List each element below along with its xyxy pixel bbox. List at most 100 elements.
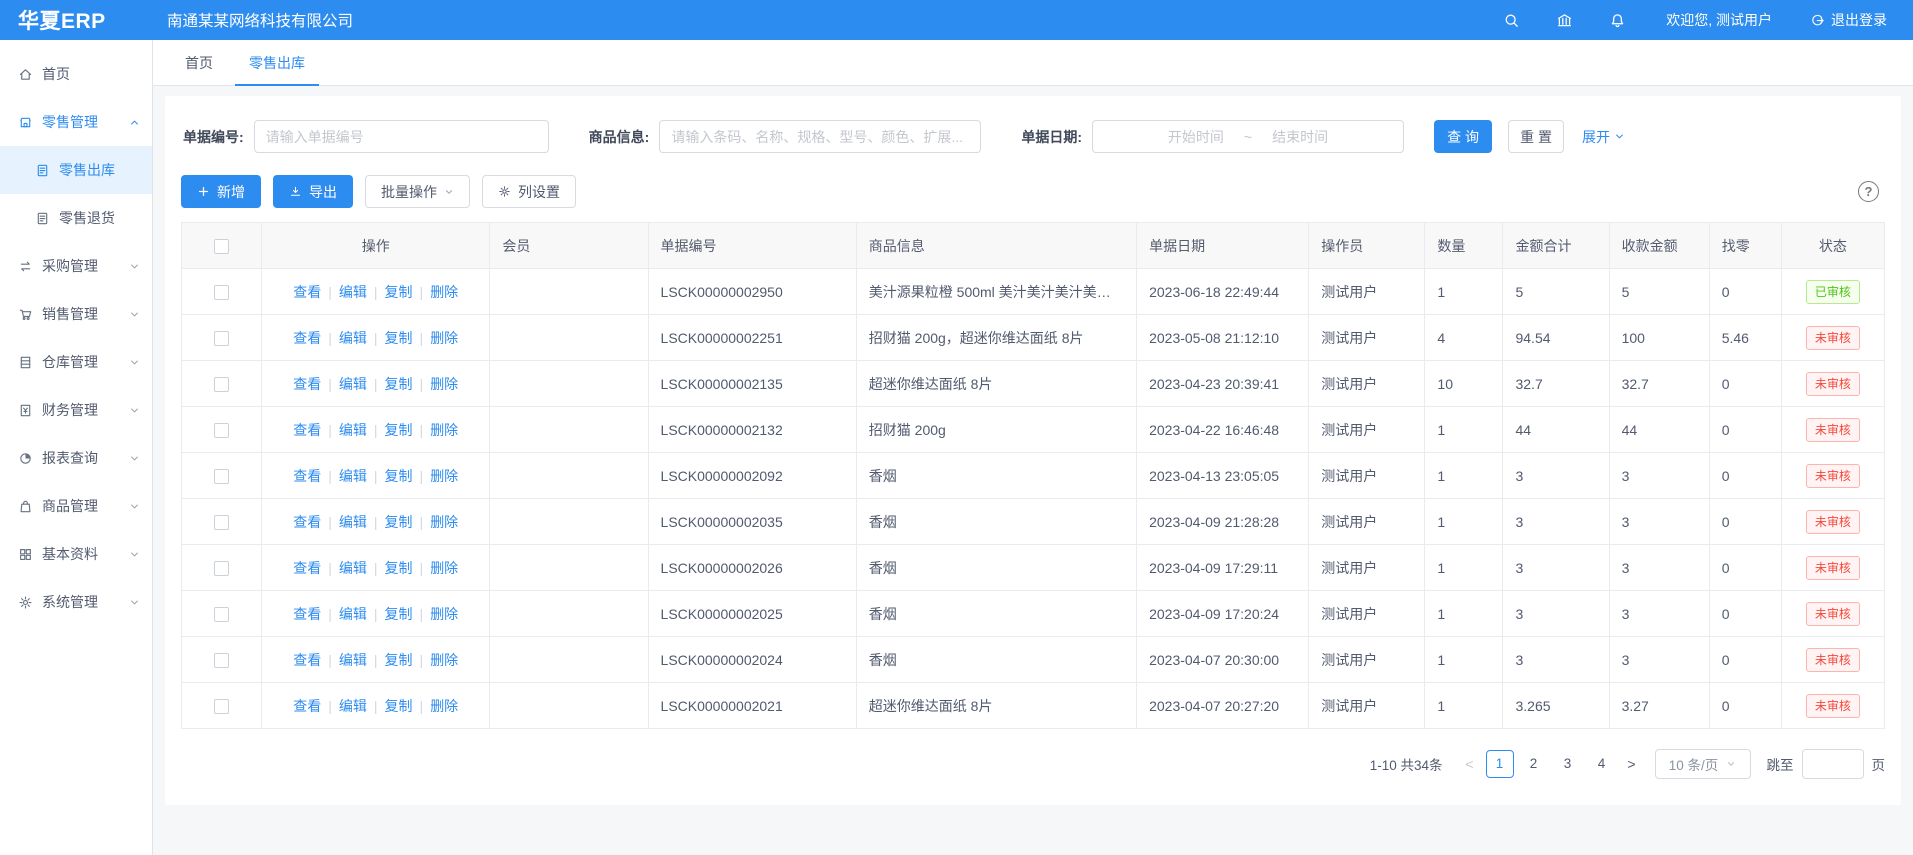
view-link[interactable]: 查看 (293, 559, 322, 576)
edit-link[interactable]: 编辑 (338, 651, 367, 668)
next-page-button[interactable]: > (1627, 756, 1636, 772)
sidebar-item-home[interactable]: 首页 (0, 50, 152, 98)
view-link[interactable]: 查看 (293, 375, 322, 392)
received-cell: 44 (1608, 406, 1710, 453)
delete-link[interactable]: 删除 (430, 651, 459, 668)
delete-link[interactable]: 删除 (430, 421, 459, 438)
copy-link[interactable]: 复制 (384, 283, 413, 300)
logout-icon (1810, 13, 1825, 28)
delete-link[interactable]: 删除 (430, 329, 459, 346)
notification-bell-icon[interactable] (1609, 12, 1626, 29)
row-checkbox[interactable] (214, 376, 230, 392)
copy-link[interactable]: 复制 (384, 651, 413, 668)
row-checkbox[interactable] (214, 330, 230, 346)
copy-link[interactable]: 复制 (384, 421, 413, 438)
copy-link[interactable]: 复制 (384, 513, 413, 530)
copy-link[interactable]: 复制 (384, 329, 413, 346)
row-checkbox[interactable] (214, 606, 230, 622)
jump-label: 跳至 (1766, 758, 1794, 773)
column-settings-button[interactable]: 列设置 (482, 175, 576, 208)
delete-link[interactable]: 删除 (430, 467, 459, 484)
copy-link[interactable]: 复制 (384, 697, 413, 714)
row-actions: 查看 | 编辑 | 复制 | 删除 (261, 360, 491, 407)
row-checkbox[interactable] (214, 422, 230, 438)
row-checkbox[interactable] (214, 284, 230, 300)
select-all-checkbox[interactable] (214, 238, 230, 254)
help-icon[interactable]: ? (1858, 181, 1879, 202)
sidebar-item-report-query[interactable]: 报表查询 (0, 434, 152, 482)
page-button-3[interactable]: 3 (1563, 756, 1572, 771)
row-checkbox[interactable] (214, 652, 230, 668)
status-badge: 未审核 (1805, 325, 1860, 350)
sidebar-item-retail-management[interactable]: 零售管理 (0, 98, 152, 146)
sidebar-item-retail-return[interactable]: 零售退货 (0, 194, 152, 242)
plus-icon (197, 185, 210, 198)
table-row: 查看 | 编辑 | 复制 | 删除 LSCK00000002092 香烟 2023-04-13 2… (180, 452, 1886, 499)
page-button-4[interactable]: 4 (1597, 756, 1606, 771)
batch-operations-button[interactable]: 批量操作 (365, 175, 470, 208)
reset-button[interactable]: 重 置 (1508, 120, 1565, 153)
tab-home[interactable]: 首页 (167, 40, 231, 85)
delete-link[interactable]: 删除 (430, 559, 459, 576)
view-link[interactable]: 查看 (293, 467, 322, 484)
sidebar-item-warehouse-management[interactable]: 仓库管理 (0, 338, 152, 386)
sidebar-item-purchase-management[interactable]: 采购管理 (0, 242, 152, 290)
delete-link[interactable]: 删除 (430, 697, 459, 714)
date-range-picker[interactable]: 开始时间 ~ 结束时间 (1092, 120, 1405, 153)
copy-link[interactable]: 复制 (384, 467, 413, 484)
edit-link[interactable]: 编辑 (338, 329, 367, 346)
delete-link[interactable]: 删除 (430, 605, 459, 622)
export-button[interactable]: 导出 (273, 175, 353, 208)
sidebar-item-system-management[interactable]: 系统管理 (0, 578, 152, 626)
product-info-input[interactable] (659, 120, 982, 153)
logout-button[interactable]: 退出登录 (1810, 10, 1887, 30)
view-link[interactable]: 查看 (293, 421, 322, 438)
sidebar-item-label: 财务管理 (42, 402, 98, 418)
sidebar-item-product-management[interactable]: 商品管理 (0, 482, 152, 530)
copy-link[interactable]: 复制 (384, 605, 413, 622)
edit-link[interactable]: 编辑 (338, 421, 367, 438)
search-icon[interactable] (1503, 12, 1520, 29)
platform-icon[interactable] (1556, 12, 1573, 29)
view-link[interactable]: 查看 (293, 651, 322, 668)
edit-link[interactable]: 编辑 (338, 559, 367, 576)
sidebar-item-sales-management[interactable]: 销售管理 (0, 290, 152, 338)
prev-page-button[interactable]: < (1465, 756, 1474, 772)
qty-cell: 1 (1424, 590, 1504, 637)
sidebar-item-finance-management[interactable]: 财务管理 (0, 386, 152, 434)
edit-link[interactable]: 编辑 (338, 697, 367, 714)
copy-link[interactable]: 复制 (384, 559, 413, 576)
edit-link[interactable]: 编辑 (338, 467, 367, 484)
sidebar-item-retail-outbound[interactable]: 零售出库 (0, 146, 152, 194)
row-checkbox[interactable] (214, 560, 230, 576)
delete-link[interactable]: 删除 (430, 513, 459, 530)
view-link[interactable]: 查看 (293, 283, 322, 300)
page-size-select[interactable]: 10 条/页 (1654, 749, 1751, 779)
view-link[interactable]: 查看 (293, 697, 322, 714)
edit-link[interactable]: 编辑 (338, 513, 367, 530)
delete-link[interactable]: 删除 (430, 375, 459, 392)
page-button-1[interactable]: 1 (1485, 750, 1514, 778)
view-link[interactable]: 查看 (293, 513, 322, 530)
edit-link[interactable]: 编辑 (338, 283, 367, 300)
jump-page-input[interactable] (1801, 749, 1864, 779)
search-button[interactable]: 查 询 (1434, 120, 1493, 153)
copy-link[interactable]: 复制 (384, 375, 413, 392)
expand-link[interactable]: 展开 (1582, 127, 1625, 147)
view-link[interactable]: 查看 (293, 329, 322, 346)
bill-no-input[interactable] (253, 120, 549, 153)
row-checkbox[interactable] (214, 468, 230, 484)
page-button-2[interactable]: 2 (1529, 756, 1538, 771)
change-cell: 0 (1708, 636, 1782, 683)
edit-link[interactable]: 编辑 (338, 605, 367, 622)
product-cell: 超迷你维达面纸 8片 (855, 682, 1138, 729)
row-checkbox[interactable] (214, 514, 230, 530)
delete-link[interactable]: 删除 (430, 283, 459, 300)
view-link[interactable]: 查看 (293, 605, 322, 622)
row-checkbox[interactable] (214, 698, 230, 714)
sidebar-item-basic-data[interactable]: 基本资料 (0, 530, 152, 578)
add-button[interactable]: 新增 (181, 175, 261, 208)
edit-link[interactable]: 编辑 (338, 375, 367, 392)
tab-label: 首页 (185, 54, 213, 71)
tab-retail-outbound[interactable]: 零售出库 (231, 40, 323, 86)
